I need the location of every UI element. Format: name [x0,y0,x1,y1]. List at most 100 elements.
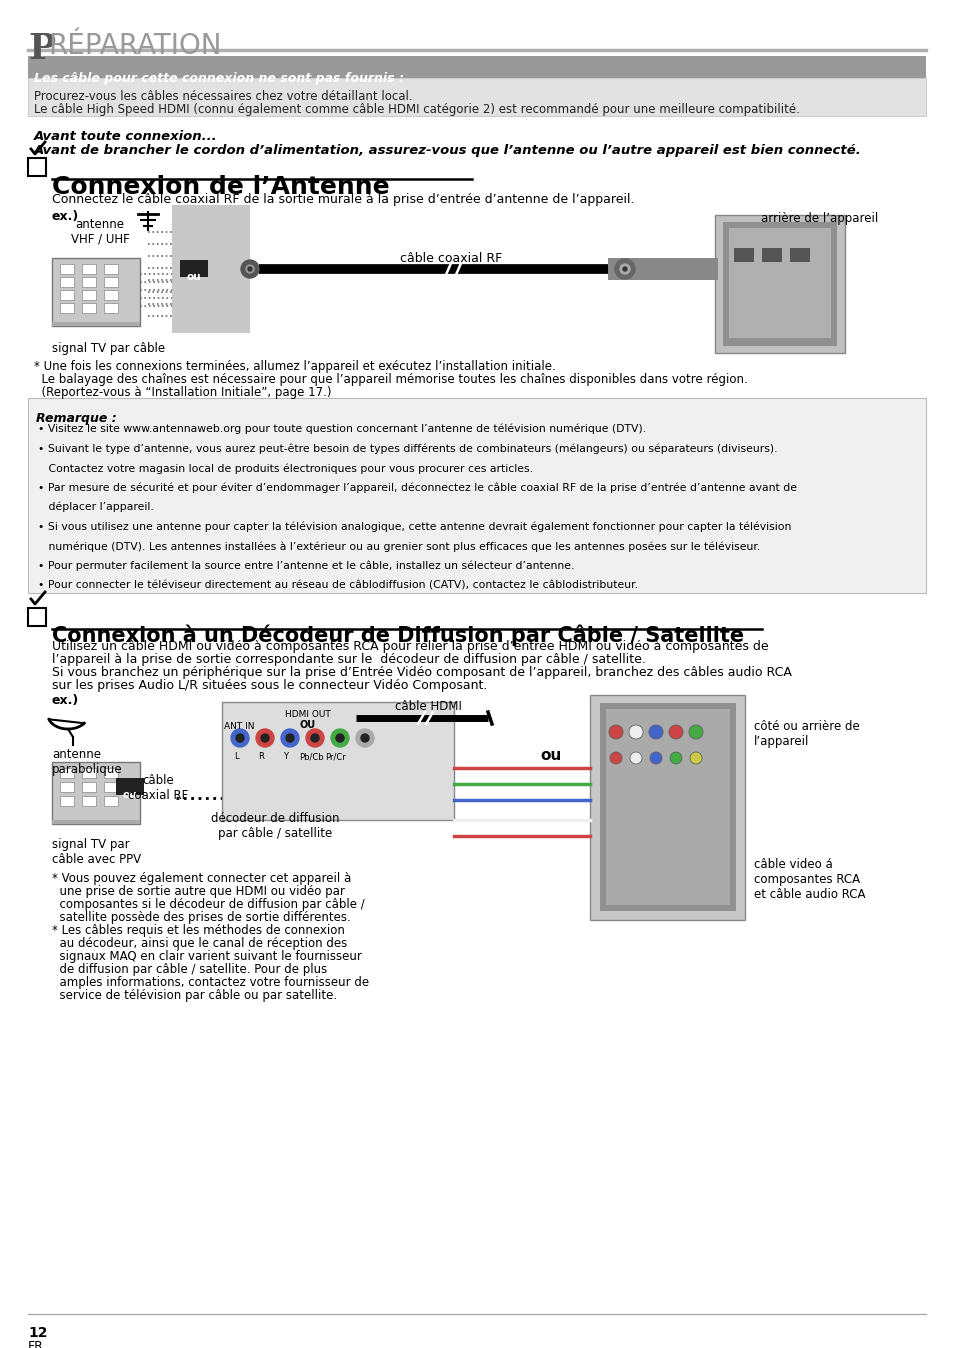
Text: câble coaxial RF: câble coaxial RF [399,252,501,266]
Bar [52,820,140,824]
Bar [104,768,118,778]
Text: câble video á
composantes RCA
et câble audio RCA: câble video á composantes RCA et câble a… [753,857,864,900]
Bar [222,702,454,820]
Text: Procurez-vous les câbles nécessaires chez votre détaillant local.: Procurez-vous les câbles nécessaires che… [34,90,413,102]
Bar [589,696,744,919]
Text: l’appareil à la prise de sortie correspondante sur le  décodeur de diffusion par: l’appareil à la prise de sortie correspo… [52,652,645,666]
Text: service de télévision par câble ou par satellite.: service de télévision par câble ou par s… [52,989,336,1002]
Text: signal TV par câble: signal TV par câble [52,342,165,355]
Circle shape [335,735,344,741]
Bar [52,762,140,824]
Circle shape [649,752,661,764]
Circle shape [355,729,374,747]
Bar [607,257,718,280]
Text: côté ou arrière de
l’appareil: côté ou arrière de l’appareil [753,720,859,748]
Text: FR: FR [28,1340,44,1348]
Text: HDMI OUT: HDMI OUT [285,710,331,718]
Circle shape [360,735,369,741]
Bar [82,768,96,778]
Circle shape [281,729,298,747]
Text: ou: ou [539,748,560,763]
Text: numérique (DTV). Les antennes installées à l’extérieur ou au grenier sont plus e: numérique (DTV). Les antennes installées… [38,541,760,551]
Bar [82,303,96,313]
Text: Le câble High Speed HDMI (connu également comme câble HDMI catégorie 2) est reco: Le câble High Speed HDMI (connu égalemen… [34,102,799,116]
Circle shape [261,735,269,741]
Text: * Une fois les connexions terminées, allumez l’appareil et exécutez l’installati: * Une fois les connexions terminées, all… [34,360,556,373]
Text: 12: 12 [28,1326,48,1340]
Bar [60,303,74,313]
Bar [60,768,74,778]
Bar [28,398,925,593]
Bar [28,608,46,625]
Text: Les câble pour cette connexion ne sont pas fournis :: Les câble pour cette connexion ne sont p… [34,71,403,85]
Text: Contactez votre magasin local de produits électroniques pour vous procurer ces a: Contactez votre magasin local de produit… [38,462,533,473]
Bar [60,276,74,287]
Text: câble HDMI: câble HDMI [395,700,461,713]
Text: Avant de brancher le cordon d’alimentation, assurez-vous que l’antenne ou l’autr: Avant de brancher le cordon d’alimentati… [34,144,861,156]
Text: arrière de l’appareil: arrière de l’appareil [760,212,878,225]
Text: Connexion de l’Antenne: Connexion de l’Antenne [52,175,389,200]
Bar [733,248,753,262]
Circle shape [615,259,635,279]
Text: OU: OU [299,720,315,731]
Bar [180,260,208,276]
Bar [599,704,735,911]
Bar [714,214,844,353]
Bar [722,222,836,346]
Text: ou: ou [187,272,201,282]
Bar [104,276,118,287]
Circle shape [669,752,681,764]
Circle shape [648,725,662,739]
Text: antenne
parabolique: antenne parabolique [52,748,123,776]
Bar [28,78,925,116]
Text: signal TV par
câble avec PPV: signal TV par câble avec PPV [52,838,141,865]
Bar [104,290,118,301]
Circle shape [331,729,349,747]
Text: au décodeur, ainsi que le canal de réception des: au décodeur, ainsi que le canal de récep… [52,937,347,950]
Text: Si vous branchez un périphérique sur la prise d’Entrée Vidéo composant de l’appa: Si vous branchez un périphérique sur la … [52,666,791,679]
Text: Avant toute connexion...: Avant toute connexion... [34,129,217,143]
Text: * Vous pouvez également connecter cet appareil à: * Vous pouvez également connecter cet ap… [52,872,351,886]
Text: composantes si le décodeur de diffusion par câble /: composantes si le décodeur de diffusion … [52,898,364,911]
Bar [104,782,118,793]
Text: câble
coaxial RF: câble coaxial RF [128,774,188,802]
Text: R: R [258,752,264,762]
Bar [28,57,925,78]
Bar [789,248,809,262]
Circle shape [311,735,318,741]
Text: • Pour connecter le téléviseur directement au réseau de câblodiffusion (CATV), c: • Pour connecter le téléviseur directeme… [38,580,638,590]
Circle shape [689,752,701,764]
Bar [116,778,144,795]
Text: Pb/Cb: Pb/Cb [298,752,323,762]
Bar [60,797,74,806]
Bar [60,264,74,274]
Bar [60,290,74,301]
Circle shape [622,267,626,271]
Bar [728,228,830,338]
Circle shape [628,725,642,739]
Circle shape [241,260,258,278]
Text: amples informations, contactez votre fournisseur de: amples informations, contactez votre fou… [52,976,369,989]
Circle shape [235,735,244,741]
Bar [52,257,140,326]
Text: Le balayage des chaînes est nécessaire pour que l’appareil mémorise toutes les c: Le balayage des chaînes est nécessaire p… [34,373,747,386]
Text: (Reportez-vous à “Installation Initiale”, page 17.): (Reportez-vous à “Installation Initiale”… [34,386,331,399]
Text: Y: Y [283,752,288,762]
Text: ou: ou [123,790,137,799]
Text: Connectez le câble coaxial RF de la sortie murale à la prise d’entrée d’antenne : Connectez le câble coaxial RF de la sort… [52,193,634,206]
Bar [104,797,118,806]
Circle shape [668,725,682,739]
Bar [761,248,781,262]
Bar [104,303,118,313]
Text: Remarque :: Remarque : [36,412,116,425]
Bar [82,290,96,301]
Text: Utilisez un câble HDMI ou vidéo à composantes RCA pour relier la prise d’entrée : Utilisez un câble HDMI ou vidéo à compos… [52,640,768,652]
Text: de diffusion par câble / satellite. Pour de plus: de diffusion par câble / satellite. Pour… [52,962,327,976]
Text: une prise de sortie autre que HDMI ou vidéo par: une prise de sortie autre que HDMI ou vi… [52,886,345,898]
Text: • Visitez le site www.antennaweb.org pour toute question concernant l’antenne de: • Visitez le site www.antennaweb.org pou… [38,425,645,434]
Text: Pr/Cr: Pr/Cr [325,752,346,762]
Text: antenne
VHF / UHF: antenne VHF / UHF [71,218,130,245]
Bar [82,797,96,806]
Text: P: P [28,32,55,66]
Text: RÉPARATION: RÉPARATION [48,32,221,61]
